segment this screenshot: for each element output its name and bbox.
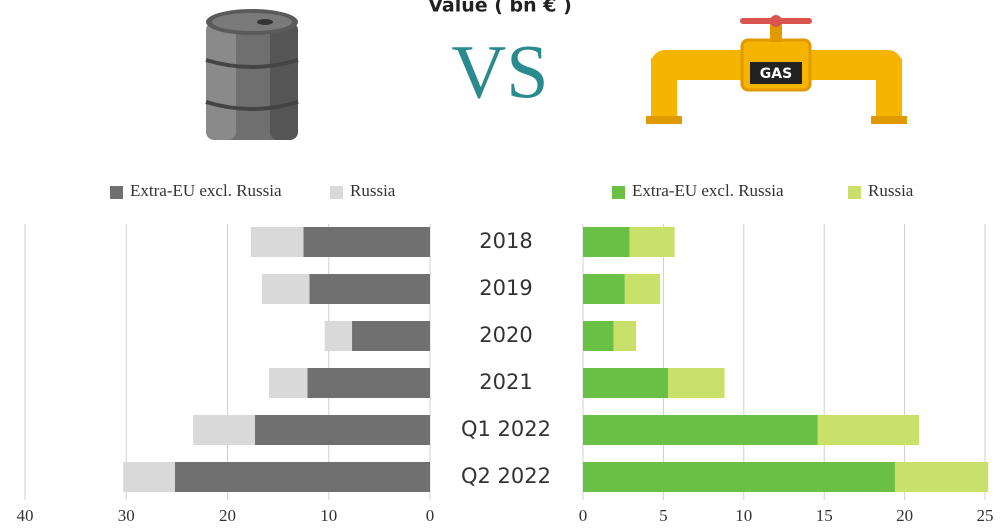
x-tick-label: 25 <box>977 506 994 525</box>
icon-label: GAS <box>760 66 792 82</box>
oil-barrel-icon <box>206 9 298 140</box>
x-tick-label: 20 <box>896 506 913 525</box>
category-label: 2019 <box>479 276 532 300</box>
bar <box>123 462 175 492</box>
bar <box>583 227 630 257</box>
x-tick-label: 30 <box>118 506 135 525</box>
bar <box>193 415 255 445</box>
chart-title: Value ( bn € ) <box>428 0 572 17</box>
bar <box>583 415 818 445</box>
bar <box>668 368 724 398</box>
legend-label: Extra-EU excl. Russia <box>130 181 282 200</box>
category-label: 2020 <box>479 323 532 347</box>
bar <box>325 321 352 351</box>
bar <box>175 462 430 492</box>
bar <box>583 274 625 304</box>
bar <box>583 368 668 398</box>
category-label: Q1 2022 <box>461 417 551 441</box>
bar <box>583 462 895 492</box>
chart: Value ( bn € ) VS GAS 2018201920202021Q1… <box>0 0 1004 530</box>
bar <box>818 415 919 445</box>
vs-label: VS <box>451 30 548 114</box>
x-tick-label: 0 <box>579 506 588 525</box>
bar <box>251 227 304 257</box>
category-label: 2021 <box>479 370 532 394</box>
x-tick-label: 15 <box>816 506 833 525</box>
bar <box>262 274 310 304</box>
legend-label: Russia <box>350 181 396 200</box>
bar <box>255 415 430 445</box>
bar <box>583 321 614 351</box>
bar <box>895 462 988 492</box>
x-tick-label: 20 <box>219 506 236 525</box>
legend-label: Russia <box>868 181 914 200</box>
bar <box>352 321 430 351</box>
bar <box>310 274 430 304</box>
bar <box>625 274 660 304</box>
x-tick-label: 10 <box>320 506 337 525</box>
legend-swatch <box>330 186 343 199</box>
bar <box>269 368 307 398</box>
bar <box>307 368 430 398</box>
bar <box>303 227 430 257</box>
legend-swatch <box>110 186 123 199</box>
bar <box>630 227 675 257</box>
category-label: Q2 2022 <box>461 464 551 488</box>
legend-label: Extra-EU excl. Russia <box>632 181 784 200</box>
x-tick-label: 40 <box>17 506 34 525</box>
category-label: 2018 <box>479 229 532 253</box>
x-tick-label: 5 <box>659 506 668 525</box>
x-tick-label: 0 <box>426 506 435 525</box>
bar <box>614 321 637 351</box>
x-tick-label: 10 <box>735 506 752 525</box>
legend-swatch <box>612 186 625 199</box>
gas-pipe-icon: GAS <box>646 15 907 124</box>
legend-swatch <box>848 186 861 199</box>
